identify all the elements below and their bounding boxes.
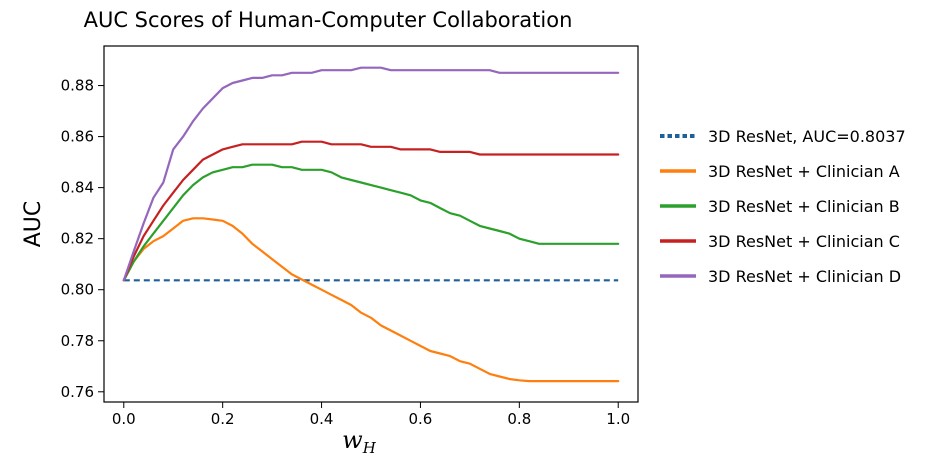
legend: 3D ResNet, AUC=0.8037 3D ResNet + Clinici… [660,127,906,286]
series-line-4 [122,66,620,282]
x-axis-ticks: 0.0 0.2 0.4 0.6 0.8 1.0 [112,402,630,428]
legend-label-4: 3D ResNet + Clinician D [708,267,901,286]
x-axis-label-subscript: H [362,439,377,457]
legend-label-3: 3D ResNet + Clinician C [708,232,900,251]
x-axis-label-main: w [342,426,363,454]
plot-frame [103,45,639,403]
legend-label-2: 3D ResNet + Clinician B [708,197,900,216]
legend-label-1: 3D ResNet + Clinician A [708,162,900,181]
y-tick-label: 0.86 [61,128,94,146]
series-layer [122,66,620,383]
y-tick-label: 0.78 [61,332,94,350]
x-axis-label: wH [342,426,377,457]
x-tick-label: 0.4 [310,410,334,428]
y-tick-label: 0.80 [61,281,94,299]
y-axis-label: AUC [21,201,46,248]
x-tick-label: 0.6 [409,410,433,428]
x-tick-label: 0.2 [211,410,235,428]
y-axis-ticks: 0.76 0.78 0.80 0.82 0.84 0.86 0.88 [61,77,104,401]
chart-title: AUC Scores of Human-Computer Collaborati… [84,8,573,32]
y-tick-label: 0.84 [61,179,94,197]
y-tick-label: 0.76 [61,383,94,401]
legend-label-0: 3D ResNet, AUC=0.8037 [708,127,906,146]
x-tick-label: 0.8 [507,410,531,428]
series-line-2 [122,163,620,282]
x-tick-label: 0.0 [112,410,136,428]
y-tick-label: 0.82 [61,230,94,248]
y-tick-label: 0.88 [61,77,94,95]
series-line-3 [122,140,620,282]
series-line-1 [122,217,620,383]
x-tick-label: 1.0 [606,410,630,428]
